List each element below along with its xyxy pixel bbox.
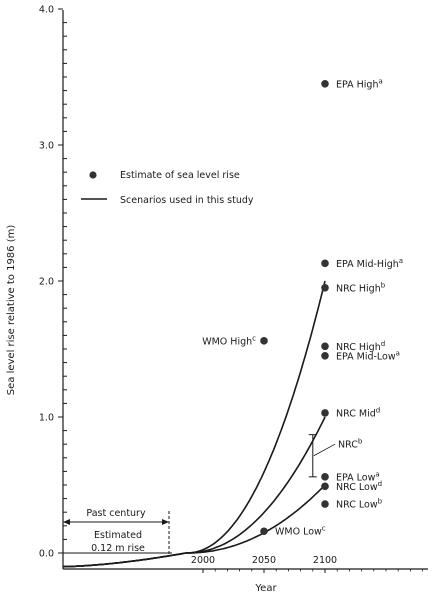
past-century-annotation: Past century Estimated 0.12 m rise	[62, 506, 170, 556]
point-label: NRC Highb	[336, 281, 386, 294]
y-tick-label: 4.0	[39, 5, 54, 16]
estimate-point	[321, 482, 329, 491]
estimated-rise-line1: Estimated	[94, 530, 142, 541]
past-century-label: Past century	[86, 508, 146, 519]
point-label: WMO Highc	[202, 334, 256, 347]
point-label: NRC Highd	[336, 340, 385, 353]
y-tick-label: 3.0	[39, 141, 54, 152]
scenario-curves	[63, 280, 326, 568]
scenario-curve-3	[63, 484, 326, 568]
estimate-point	[321, 473, 329, 481]
y-tick-label: 2.0	[39, 277, 54, 288]
range-bar-label: NRCb	[338, 438, 363, 451]
point-label: NRC Lowb	[336, 498, 383, 511]
estimate-point	[321, 352, 329, 360]
estimate-point	[321, 80, 329, 88]
x-tick-label: 2050	[252, 555, 276, 566]
estimate-point	[321, 500, 329, 508]
past-century-arrow-left-icon	[63, 519, 70, 525]
estimate-point	[260, 527, 268, 536]
legend-label-scenarios: Scenarios used in this study	[120, 195, 254, 206]
point-label: EPA Mid-Higha	[336, 257, 403, 270]
y-tick-label: 1.0	[39, 413, 54, 424]
point-label: EPA Lowa	[336, 470, 380, 483]
x-tick-label: 2100	[313, 555, 337, 566]
estimate-point	[321, 409, 329, 417]
point-label: WMO Lowc	[275, 525, 326, 538]
estimate-points: EPA Higha EPA Mid-Higha NRC Highb NRC Highd…	[202, 77, 403, 537]
legend-label-estimate: Estimate of sea level rise	[120, 170, 240, 181]
legend: Estimate of sea level rise Scenarios use…	[81, 170, 254, 206]
past-century-arrow-right-icon	[162, 519, 169, 525]
x-tick-label: 2000	[191, 555, 215, 566]
point-label: EPA Mid-Lowa	[336, 349, 400, 362]
axes: 0.0 1.0 2.0 3.0 4.0 2000 2050 2100	[39, 5, 428, 573]
x-axis-title: Year	[254, 583, 277, 594]
legend-dot-icon	[89, 171, 97, 179]
estimated-rise-line2: 0.12 m rise	[91, 543, 145, 554]
nrc-range-bar: NRCb	[308, 434, 363, 478]
range-bar-leader	[313, 443, 336, 457]
scenario-curve-1	[63, 280, 326, 568]
estimate-point	[260, 337, 268, 345]
point-label: NRC Midd	[336, 406, 380, 419]
estimate-point	[321, 284, 329, 292]
point-label: NRC Lowd	[336, 480, 382, 493]
estimate-point	[321, 259, 329, 268]
y-tick-label: 0.0	[39, 549, 54, 560]
y-axis-title: Sea level rise relative to 1986 (m)	[6, 225, 17, 396]
estimate-point	[321, 342, 329, 351]
point-label: EPA Higha	[336, 77, 383, 90]
